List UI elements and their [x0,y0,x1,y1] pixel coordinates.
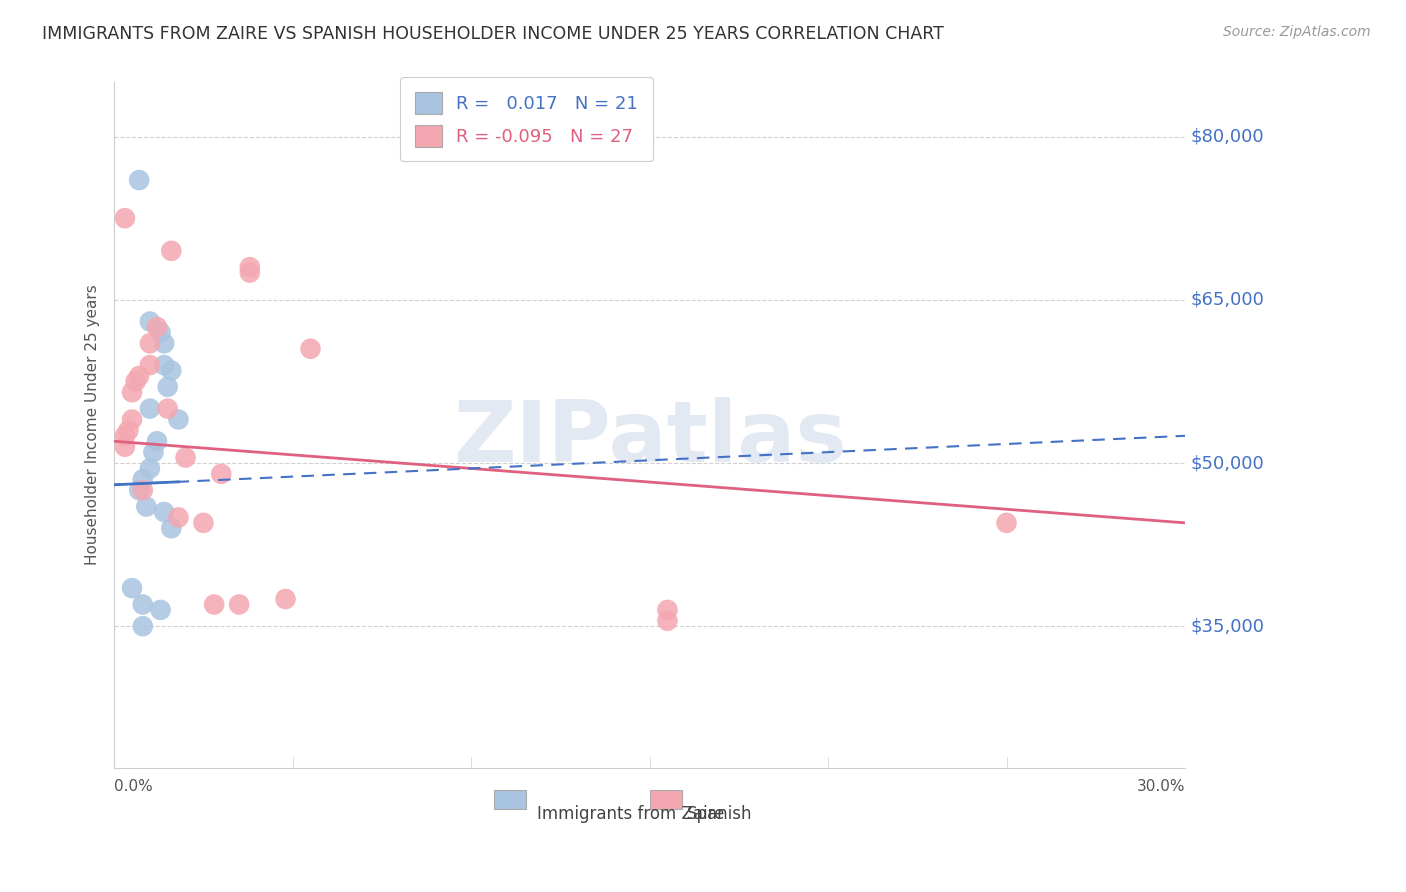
Point [209,467,232,481]
Point [153,358,176,372]
Point [193,516,215,530]
Text: $65,000: $65,000 [1191,291,1264,309]
Point [657,603,679,617]
Point [135,500,157,514]
Text: $80,000: $80,000 [1191,128,1264,145]
Text: $50,000: $50,000 [1191,454,1264,472]
Point [167,510,190,524]
Point [121,385,143,400]
Point [995,516,1018,530]
Point [156,380,179,394]
Text: Source: ZipAtlas.com: Source: ZipAtlas.com [1223,25,1371,39]
Point [167,412,190,426]
Point [139,401,162,416]
Point [128,173,150,187]
Point [202,598,225,612]
Point [139,336,162,351]
Point [149,603,172,617]
Point [146,320,169,334]
Text: 30.0%: 30.0% [1136,779,1185,794]
Point [114,429,136,443]
Point [239,266,262,280]
Y-axis label: Householder Income Under 25 years: Householder Income Under 25 years [86,285,100,566]
Point [139,314,162,328]
Point [228,598,250,612]
Point [142,445,165,459]
Point [657,614,679,628]
Point [117,423,139,437]
Point [160,244,183,258]
Point [160,363,183,377]
Point [149,326,172,340]
Point [153,505,176,519]
Point [174,450,197,465]
Text: 0.0%: 0.0% [114,779,153,794]
FancyBboxPatch shape [650,789,682,809]
Point [146,434,169,449]
Point [114,211,136,226]
Text: IMMIGRANTS FROM ZAIRE VS SPANISH HOUSEHOLDER INCOME UNDER 25 YEARS CORRELATION C: IMMIGRANTS FROM ZAIRE VS SPANISH HOUSEHO… [42,25,943,43]
Point [156,401,179,416]
Point [114,440,136,454]
Point [239,260,262,274]
Point [299,342,322,356]
Text: Immigrants from Zaire: Immigrants from Zaire [537,805,724,823]
Legend: R =   0.017   N = 21, R = -0.095   N = 27: R = 0.017 N = 21, R = -0.095 N = 27 [401,78,652,161]
Point [121,412,143,426]
Point [139,358,162,372]
Point [132,472,155,486]
Text: ZIPatlas: ZIPatlas [453,397,846,480]
Point [132,619,155,633]
Point [274,592,297,607]
Point [153,336,176,351]
Point [121,581,143,595]
Point [132,483,155,498]
Point [139,461,162,475]
Point [160,521,183,535]
Point [128,483,150,498]
Point [124,375,146,389]
FancyBboxPatch shape [495,789,526,809]
Text: Spanish: Spanish [688,805,752,823]
Point [132,598,155,612]
Text: $35,000: $35,000 [1191,617,1264,635]
Point [128,368,150,383]
